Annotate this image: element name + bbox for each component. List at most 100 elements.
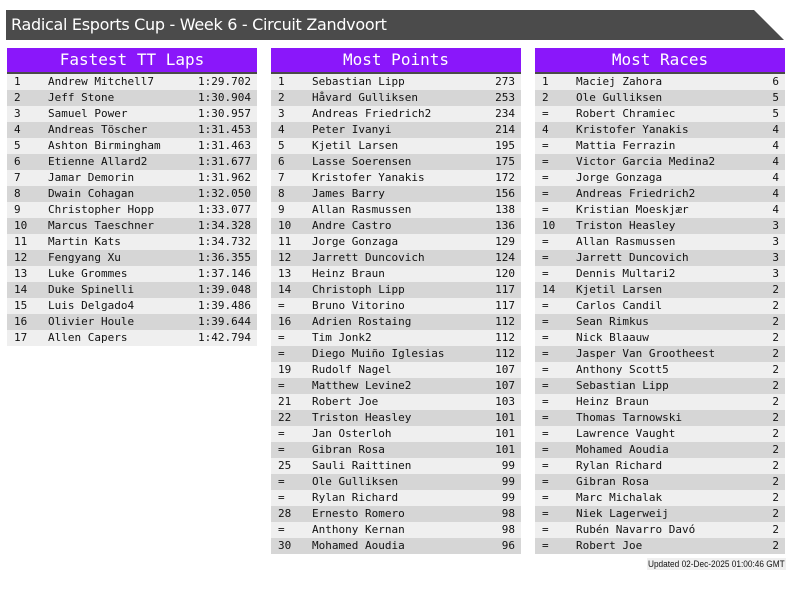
row-rank: 2 (14, 91, 21, 104)
table-row: = Victor Garcia Medina2 4 (535, 154, 785, 170)
table-row: = Mohamed Aoudia 2 (535, 442, 785, 458)
row-value: 3 (772, 251, 779, 264)
row-rank: 7 (278, 171, 285, 184)
row-name: Sauli Raittinen (312, 459, 412, 472)
row-rank: = (542, 395, 549, 408)
row-value: 1:34.732 (198, 235, 251, 248)
row-rank: 13 (14, 267, 28, 280)
row-value: 2 (772, 283, 779, 296)
row-rank: 17 (14, 331, 28, 344)
row-value: 99 (501, 475, 515, 488)
table-row: 21 Robert Joe 103 (271, 394, 521, 410)
row-name: Peter Ivanyi (312, 123, 392, 136)
table-row: 9 Allan Rasmussen 138 (271, 202, 521, 218)
table-row: 8 Dwain Cohagan 1:32.050 (7, 186, 257, 202)
row-name: Thomas Tarnowski (576, 411, 682, 424)
row-value: 101 (495, 427, 515, 440)
table-row: 2 Ole Gulliksen 5 (535, 90, 785, 106)
row-value: 129 (495, 235, 515, 248)
row-value: 3 (772, 267, 779, 280)
table-row: = Dennis Multari2 3 (535, 266, 785, 282)
row-value: 2 (772, 475, 779, 488)
row-name: Kristofer Yanakis (576, 123, 689, 136)
row-rank: = (278, 443, 285, 456)
row-name: Sebastian Lipp (312, 75, 405, 88)
table-row: = Jasper Van Grootheest 2 (535, 346, 785, 362)
row-rank: = (542, 187, 549, 200)
row-rank: 13 (278, 267, 292, 280)
row-value: 172 (495, 171, 515, 184)
row-rank: 25 (278, 459, 292, 472)
table-row: = Anthony Kernan 98 (271, 522, 521, 538)
table-row: 13 Heinz Braun 120 (271, 266, 521, 282)
table-row: 10 Triston Heasley 3 (535, 218, 785, 234)
row-value: 101 (495, 411, 515, 424)
row-value: 1:42.794 (198, 331, 251, 344)
row-rank: 10 (542, 219, 556, 232)
row-value: 3 (772, 235, 779, 248)
row-rank: = (278, 523, 285, 536)
row-rank: 9 (278, 203, 285, 216)
table-row: = Lawrence Vaught 2 (535, 426, 785, 442)
row-name: Gibran Rosa (312, 443, 385, 456)
row-rank: 8 (14, 187, 21, 200)
row-name: Nick Blaauw (576, 331, 649, 344)
table-row: = Kristian Moeskjær 4 (535, 202, 785, 218)
table-row: = Rylan Richard 2 (535, 458, 785, 474)
row-rank: 21 (278, 395, 292, 408)
row-rank: 5 (278, 139, 285, 152)
row-value: 2 (772, 491, 779, 504)
row-value: 136 (495, 219, 515, 232)
row-name: Mohamed Aoudia (312, 539, 405, 552)
row-value: 107 (495, 379, 515, 392)
row-rank: 1 (14, 75, 21, 88)
row-value: 2 (772, 523, 779, 536)
table-row: 1 Andrew Mitchell7 1:29.702 (7, 74, 257, 90)
row-rank: 2 (278, 91, 285, 104)
row-value: 1:39.048 (198, 283, 251, 296)
row-rank: = (542, 475, 549, 488)
row-rank: 12 (14, 251, 28, 264)
table-row: 15 Luis Delgado4 1:39.486 (7, 298, 257, 314)
table-row: 1 Sebastian Lipp 273 (271, 74, 521, 90)
page-title: Radical Esports Cup - Week 6 - Circuit Z… (11, 15, 387, 34)
row-value: 1:37.146 (198, 267, 251, 280)
table-row: 11 Jorge Gonzaga 129 (271, 234, 521, 250)
row-value: 214 (495, 123, 515, 136)
row-name: Heinz Braun (576, 395, 649, 408)
panel-most-races: Most Races 1 Maciej Zahora 6 2 Ole Gulliksen… (535, 48, 785, 554)
row-name: Bruno Vitorino (312, 299, 405, 312)
table-row: 16 Olivier Houle 1:39.644 (7, 314, 257, 330)
leaderboard-list: 1 Sebastian Lipp 273 2 Håvard Gulliksen 253 3 A… (271, 74, 521, 554)
row-rank: = (542, 299, 549, 312)
row-rank: = (542, 139, 549, 152)
row-rank: = (542, 427, 549, 440)
table-row: = Rubén Navarro Davó 2 (535, 522, 785, 538)
row-name: Diego Muiño Iglesias (312, 347, 445, 360)
table-row: 12 Fengyang Xu 1:36.355 (7, 250, 257, 266)
table-row: 28 Ernesto Romero 98 (271, 506, 521, 522)
row-name: Luis Delgado4 (48, 299, 135, 312)
row-name: Gibran Rosa (576, 475, 649, 488)
row-name: Ashton Birmingham (48, 139, 161, 152)
row-value: 6 (772, 75, 779, 88)
table-row: 16 Adrien Rostaing 112 (271, 314, 521, 330)
table-row: 2 Håvard Gulliksen 253 (271, 90, 521, 106)
table-row: 12 Jarrett Duncovich 124 (271, 250, 521, 266)
row-name: Etienne Allard2 (48, 155, 148, 168)
table-row: = Heinz Braun 2 (535, 394, 785, 410)
row-rank: = (542, 171, 549, 184)
row-name: Rylan Richard (576, 459, 663, 472)
table-row: 4 Kristofer Yanakis 4 (535, 122, 785, 138)
table-row: 5 Ashton Birmingham 1:31.463 (7, 138, 257, 154)
row-value: 98 (501, 523, 515, 536)
leaderboard-list: 1 Maciej Zahora 6 2 Ole Gulliksen 5 = Robert Ch… (535, 74, 785, 554)
row-value: 4 (772, 171, 779, 184)
row-rank: = (278, 475, 285, 488)
row-name: Lawrence Vaught (576, 427, 676, 440)
row-name: Samuel Power (48, 107, 128, 120)
row-value: 2 (772, 299, 779, 312)
row-name: Andreas Friedrich2 (312, 107, 432, 120)
table-row: = Niek Lagerweij 2 (535, 506, 785, 522)
row-name: Fengyang Xu (48, 251, 121, 264)
